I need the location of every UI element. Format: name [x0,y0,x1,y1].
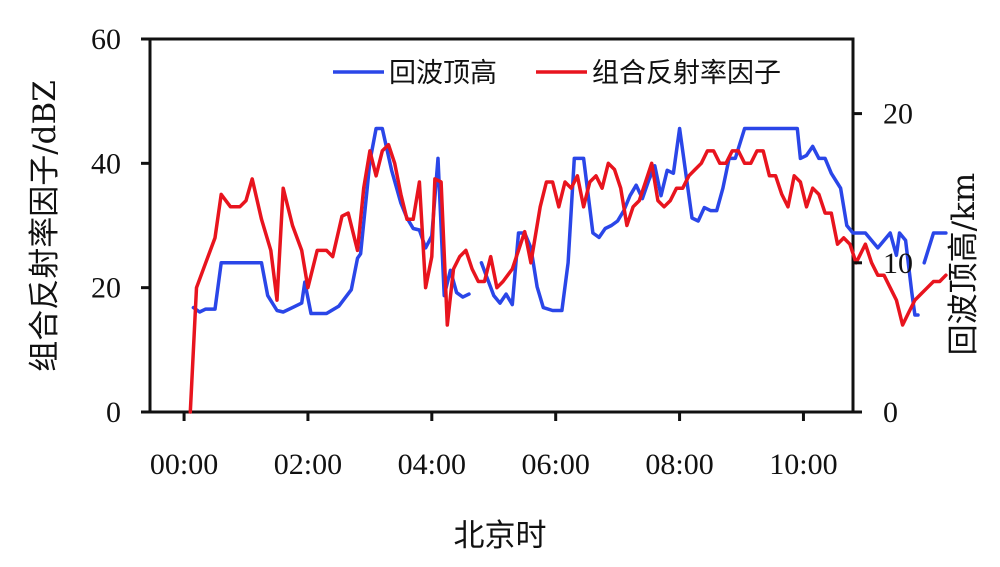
reflectivity-line-segment-0 [188,142,948,414]
echo-top-line-segment-2 [922,231,948,265]
x-tick-label: 04:00 [398,448,466,481]
legend: 回波顶高 组合反射率因子 [333,58,781,89]
legend-label-reflectivity: 组合反射率因子 [592,58,781,89]
y-axis-title-left: 组合反射率因子/dBZ [27,80,63,372]
y-left-tick-label: 0 [106,396,121,429]
plot-frame [148,37,855,414]
ticks-layer: 00:00 02:00 04:00 06:00 08:00 10:00 0 20 40 60 0 10… [91,23,913,481]
series-layer [188,126,948,414]
x-tick-label: 08:00 [645,448,713,481]
y-left-tick-label: 40 [91,147,121,180]
x-tick-label: 02:00 [274,448,342,481]
y-left-tick-label: 20 [91,272,121,305]
echo-top-line-segment-1 [479,126,920,317]
legend-label-echo-top: 回波顶高 [389,58,497,89]
x-axis-title: 北京时 [454,518,547,554]
y-right-tick-label: 0 [883,396,898,429]
y-axis-title-right: 回波顶高/km [946,173,982,356]
y-left-tick-label: 60 [91,23,121,56]
x-tick-label: 06:00 [522,448,590,481]
y-right-tick-label: 10 [883,247,913,280]
y-right-tick-label: 20 [883,98,913,131]
x-tick-label: 10:00 [769,448,837,481]
x-tick-label: 00:00 [150,448,218,481]
plot-area-border [148,37,855,414]
